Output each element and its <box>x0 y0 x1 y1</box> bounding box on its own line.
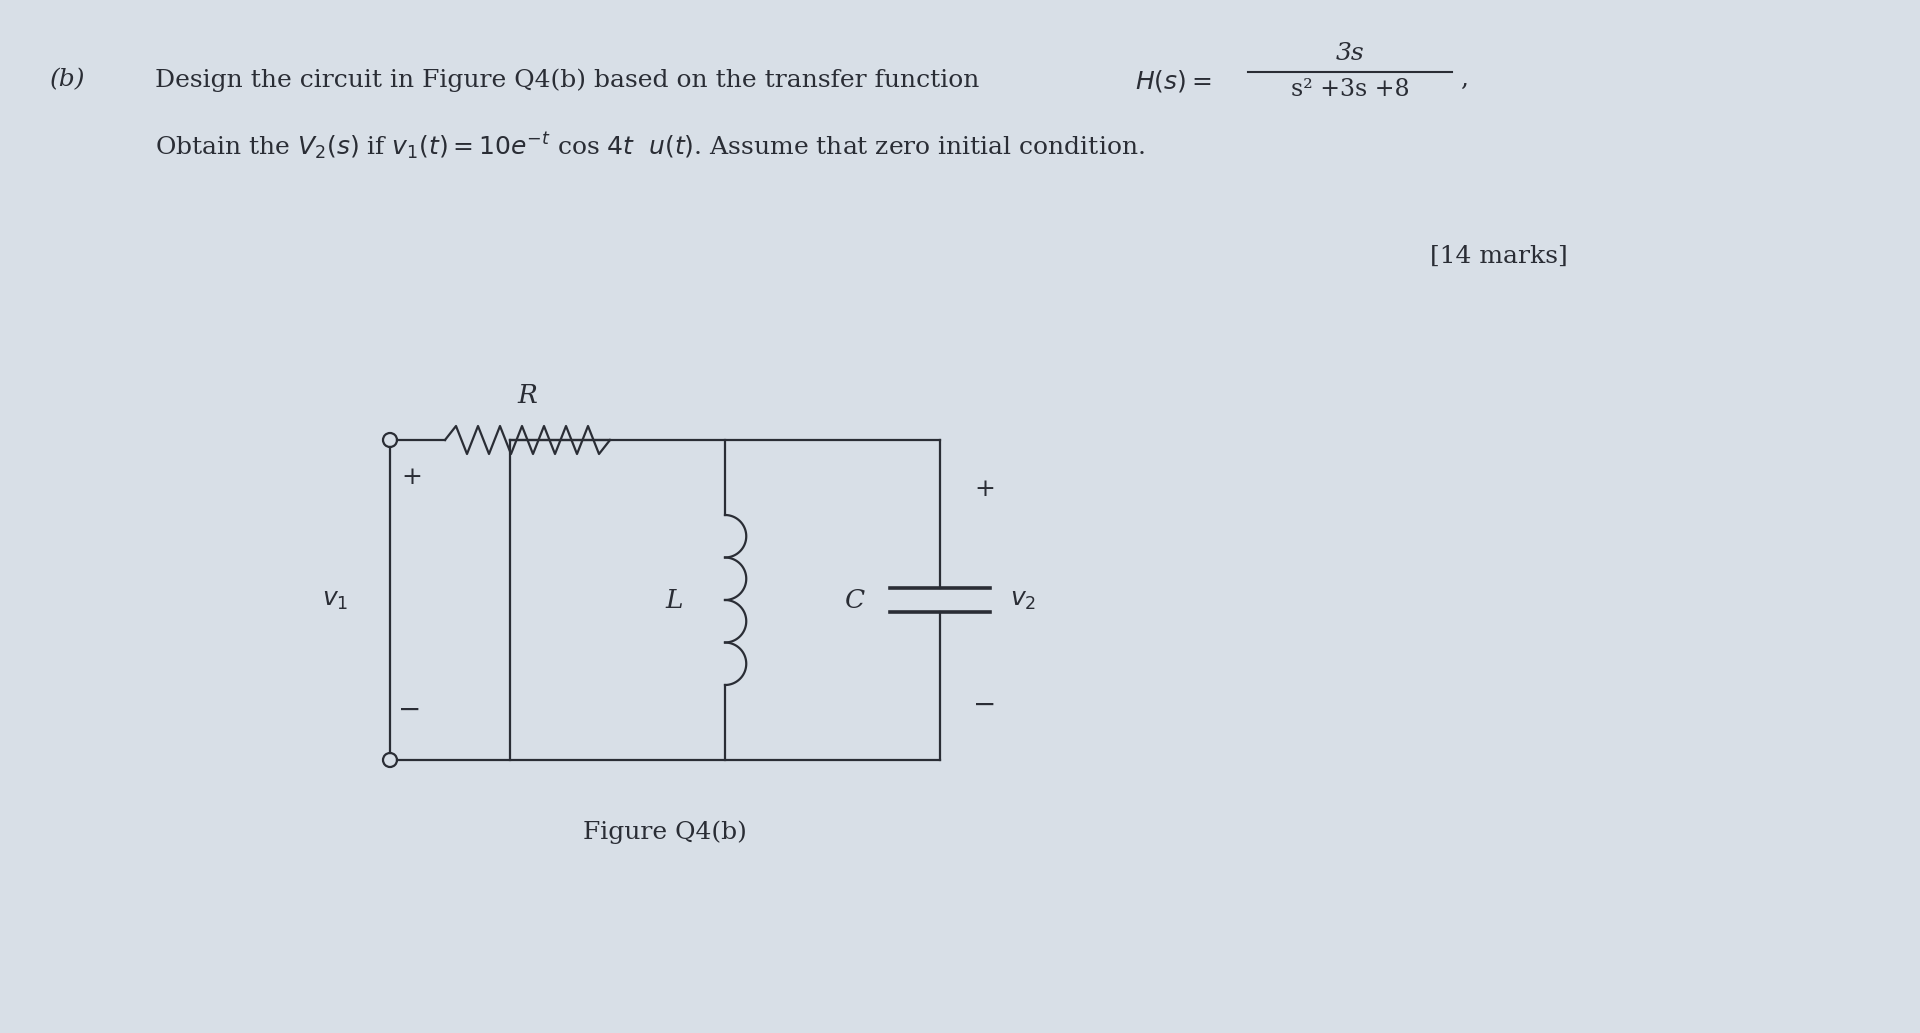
Text: $H(s)=$: $H(s)=$ <box>1135 68 1212 94</box>
Text: R: R <box>518 383 538 408</box>
Text: +: + <box>975 478 995 501</box>
Text: $v_1$: $v_1$ <box>323 589 348 612</box>
Text: −: − <box>973 691 996 719</box>
Text: Design the circuit in Figure Q4(b) based on the transfer function: Design the circuit in Figure Q4(b) based… <box>156 68 979 92</box>
Text: [14 marks]: [14 marks] <box>1430 245 1569 268</box>
Text: Figure Q4(b): Figure Q4(b) <box>584 820 747 844</box>
Text: (b): (b) <box>50 68 86 91</box>
Text: s² +3s +8: s² +3s +8 <box>1290 79 1409 101</box>
Text: +: + <box>401 467 422 490</box>
Text: C: C <box>845 588 866 613</box>
Text: 3s: 3s <box>1336 42 1365 65</box>
Text: ,: , <box>1459 68 1469 91</box>
Text: L: L <box>666 588 684 613</box>
Text: $v_2$: $v_2$ <box>1010 589 1037 612</box>
Text: Obtain the $V_2(s)$ if $v_1(t) = 10e^{-t}$ cos $4t$  $u(t)$. Assume that zero in: Obtain the $V_2(s)$ if $v_1(t) = 10e^{-t… <box>156 130 1144 160</box>
Text: −: − <box>397 696 422 723</box>
